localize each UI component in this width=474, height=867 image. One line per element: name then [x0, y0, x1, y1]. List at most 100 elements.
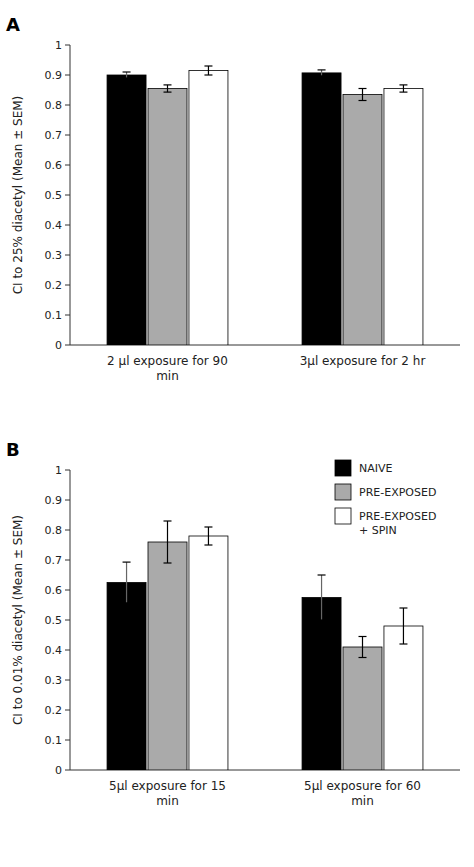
error-cap: [204, 74, 212, 75]
error-line: [208, 66, 209, 75]
error-line: [126, 562, 127, 603]
tick-label: 0.6: [45, 159, 63, 172]
tick-label: 0.5: [45, 189, 63, 202]
error-cap: [164, 84, 172, 85]
tick-label: 0.4: [45, 644, 63, 657]
tick-mark: [65, 740, 70, 741]
tick-mark: [65, 195, 70, 196]
error-cap: [164, 91, 172, 92]
error-bar: [318, 70, 326, 76]
error-line: [208, 527, 209, 545]
background: [0, 0, 474, 867]
text-line: 5μl exposure for 60: [304, 779, 421, 793]
error-cap: [204, 65, 212, 66]
text-line: 5μl exposure for 15: [109, 779, 226, 793]
text-line: PRE-EXPOSED: [359, 510, 436, 523]
tick-mark: [65, 255, 70, 256]
tick-label: 0.3: [45, 249, 63, 262]
error-cap: [123, 561, 131, 562]
tick-label: 0.7: [45, 554, 63, 567]
tick-label: 0.8: [45, 99, 63, 112]
text-line: + SPIN: [359, 524, 397, 537]
text-line: min: [351, 794, 374, 808]
bar: [343, 647, 382, 770]
error-cap: [318, 69, 326, 70]
y-axis-label: CI to 25% diacetyl (Mean ± SEM): [11, 96, 25, 295]
tick-label: 0.9: [45, 69, 63, 82]
category-label: 3μl exposure for 2 hr: [300, 354, 426, 368]
error-cap: [359, 88, 367, 89]
tick-mark: [65, 105, 70, 106]
bar: [384, 626, 423, 770]
error-line: [362, 89, 363, 101]
tick-mark: [65, 45, 70, 46]
panel-label: B: [6, 439, 20, 460]
text-line: 2 μl exposure for 90: [107, 354, 228, 368]
tick-label: 0.2: [45, 279, 63, 292]
bar: [189, 71, 228, 346]
tick-mark: [65, 135, 70, 136]
error-cap: [359, 100, 367, 101]
tick-mark: [65, 345, 70, 346]
error-cap: [204, 526, 212, 527]
panel-label: A: [6, 14, 20, 35]
error-bar: [399, 85, 407, 92]
error-bar: [204, 66, 212, 75]
tick-mark: [65, 770, 70, 771]
tick-label: 0.8: [45, 524, 63, 537]
error-cap: [318, 619, 326, 620]
error-bar: [359, 89, 367, 101]
tick-mark: [65, 75, 70, 76]
error-line: [362, 637, 363, 658]
tick-label: 0.7: [45, 129, 63, 142]
tick-label: 0.3: [45, 674, 63, 687]
tick-label: 0.5: [45, 614, 63, 627]
legend-label: PRE-EXPOSED+ SPIN: [359, 510, 436, 537]
error-cap: [164, 562, 172, 563]
bar: [302, 598, 341, 771]
error-cap: [204, 544, 212, 545]
legend-label: PRE-EXPOSED: [359, 486, 436, 499]
error-line: [167, 85, 168, 92]
legend-label: NAIVE: [359, 462, 393, 475]
tick-mark: [65, 225, 70, 226]
tick-label: 0.1: [45, 734, 63, 747]
error-cap: [359, 657, 367, 658]
category-label: 5μl exposure for 15min: [109, 779, 226, 808]
bar: [148, 542, 187, 770]
error-bar: [123, 562, 131, 603]
error-cap: [123, 602, 131, 603]
y-axis: [70, 45, 71, 345]
tick-mark: [65, 315, 70, 316]
bar: [148, 89, 187, 346]
figure: A 0 0.1 0.2 0.3 0.4 0.5 0.6 0.7 0.8 0.9 1 CI to 25% …: [0, 0, 474, 867]
tick-mark: [65, 680, 70, 681]
tick-label: 0: [55, 339, 62, 352]
tick-label: 0.6: [45, 584, 63, 597]
category-label: 2 μl exposure for 90min: [107, 354, 228, 383]
error-cap: [399, 91, 407, 92]
bar: [107, 75, 146, 345]
error-bar: [204, 527, 212, 545]
error-bar: [399, 608, 407, 644]
tick-mark: [65, 285, 70, 286]
error-cap: [318, 75, 326, 76]
tick-label: 0.4: [45, 219, 63, 232]
tick-label: 0.9: [45, 494, 63, 507]
error-cap: [399, 643, 407, 644]
text-line: min: [156, 794, 179, 808]
tick-mark: [65, 530, 70, 531]
error-cap: [123, 71, 131, 72]
legend-swatch: [335, 508, 351, 524]
text-line: 3μl exposure for 2 hr: [300, 354, 426, 368]
legend-swatch: [335, 460, 351, 476]
tick-mark: [65, 560, 70, 561]
panel: B00.10.20.30.40.50.60.70.80.91CI to 0.01…: [6, 439, 460, 808]
bar: [107, 583, 146, 771]
tick-label: 1: [55, 39, 62, 52]
bar: [384, 89, 423, 346]
bar: [189, 536, 228, 770]
y-axis: [70, 470, 71, 770]
error-cap: [123, 77, 131, 78]
text-line: min: [156, 369, 179, 383]
